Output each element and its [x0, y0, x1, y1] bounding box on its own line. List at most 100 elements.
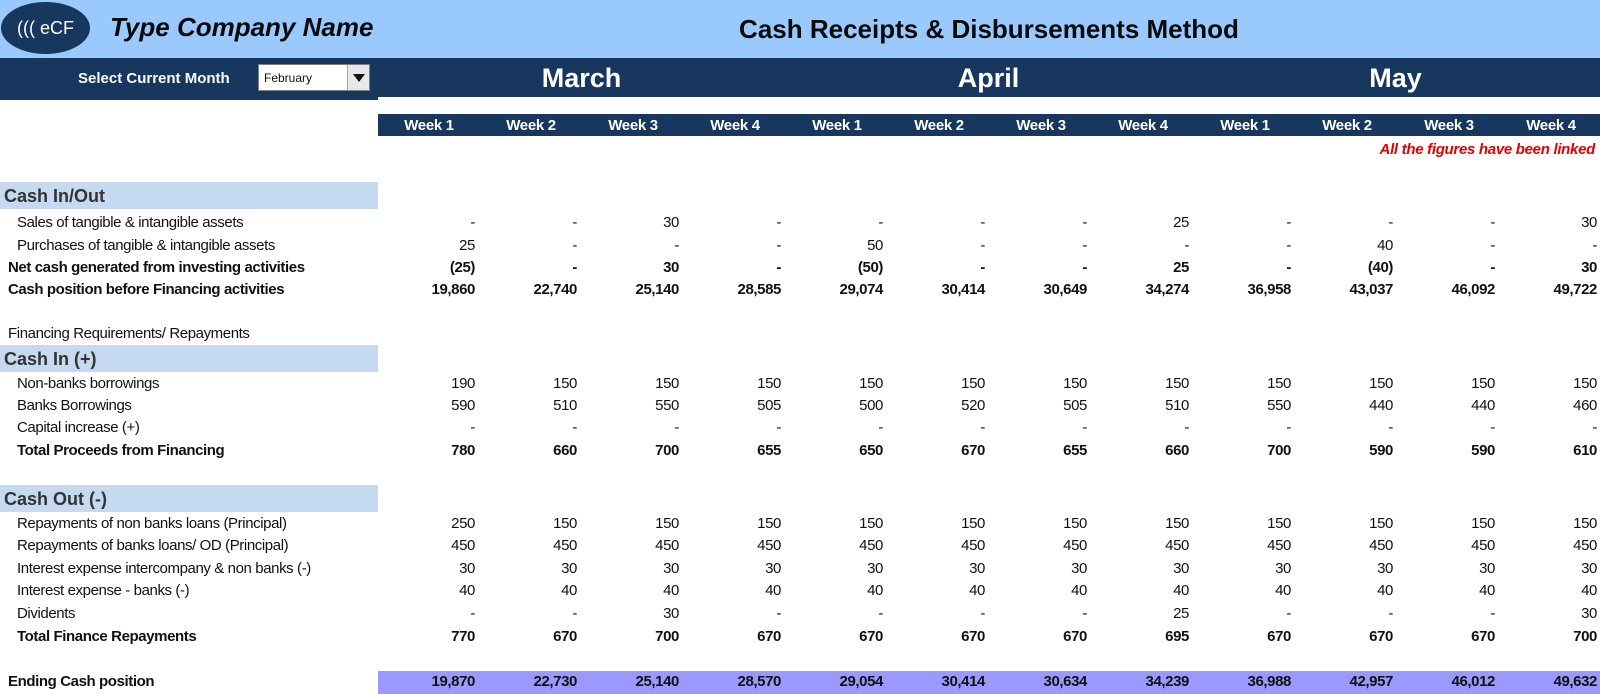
value-cell[interactable]: 670	[1369, 628, 1393, 645]
value-cell[interactable]: 30	[663, 605, 679, 622]
value-cell[interactable]: -	[878, 605, 883, 622]
value-cell[interactable]: 34,274	[1145, 281, 1190, 298]
value-cell[interactable]: 40	[1275, 582, 1291, 599]
value-cell[interactable]: -	[1286, 259, 1291, 276]
value-cell[interactable]: 670	[1063, 628, 1087, 645]
value-cell[interactable]: -	[572, 419, 577, 436]
value-cell[interactable]: 150	[1369, 375, 1393, 392]
value-cell[interactable]: 450	[1573, 537, 1597, 554]
value-cell[interactable]: -	[776, 214, 781, 231]
value-cell[interactable]: -	[980, 214, 985, 231]
value-cell[interactable]: 780	[451, 442, 475, 459]
value-cell[interactable]: 30	[765, 560, 781, 577]
value-cell[interactable]: (50)	[857, 259, 883, 276]
value-cell[interactable]: -	[1286, 237, 1291, 254]
value-cell[interactable]: -	[1286, 419, 1291, 436]
value-cell[interactable]: -	[1490, 214, 1495, 231]
value-cell[interactable]: 30	[663, 560, 679, 577]
value-cell[interactable]: 190	[451, 375, 475, 392]
value-cell[interactable]: -	[1082, 419, 1087, 436]
value-cell[interactable]: 25	[1173, 605, 1189, 622]
value-cell[interactable]: -	[1184, 237, 1189, 254]
value-cell[interactable]: 450	[1369, 537, 1393, 554]
value-cell[interactable]: 30	[459, 560, 475, 577]
value-cell[interactable]: 30	[1071, 560, 1087, 577]
value-cell[interactable]: 550	[655, 397, 679, 414]
value-cell[interactable]: 700	[1267, 442, 1291, 459]
value-cell[interactable]: 46,012	[1451, 673, 1496, 690]
value-cell[interactable]: 550	[1267, 397, 1291, 414]
value-cell[interactable]: 150	[1471, 375, 1495, 392]
value-cell[interactable]: -	[1286, 214, 1291, 231]
value-cell[interactable]: -	[878, 214, 883, 231]
value-cell[interactable]: 450	[655, 537, 679, 554]
value-cell[interactable]: 30	[1275, 560, 1291, 577]
value-cell[interactable]: 670	[757, 628, 781, 645]
value-cell[interactable]: 450	[1165, 537, 1189, 554]
value-cell[interactable]: 150	[1573, 515, 1597, 532]
value-cell[interactable]: 150	[655, 375, 679, 392]
value-cell[interactable]: 500	[859, 397, 883, 414]
value-cell[interactable]: 150	[1063, 375, 1087, 392]
value-cell[interactable]: 19,860	[431, 281, 476, 298]
dropdown-arrow-button[interactable]	[347, 65, 369, 90]
value-cell[interactable]: 40	[765, 582, 781, 599]
value-cell[interactable]: 40	[1377, 237, 1393, 254]
value-cell[interactable]: 25	[1173, 259, 1189, 276]
value-cell[interactable]: -	[572, 214, 577, 231]
value-cell[interactable]: 670	[961, 628, 985, 645]
value-cell[interactable]: 700	[655, 442, 679, 459]
value-cell[interactable]: 450	[553, 537, 577, 554]
value-cell[interactable]: 25,140	[635, 673, 680, 690]
value-cell[interactable]: 700	[1573, 628, 1597, 645]
value-cell[interactable]: -	[1082, 237, 1087, 254]
value-cell[interactable]: 670	[859, 628, 883, 645]
value-cell[interactable]: 43,037	[1349, 281, 1394, 298]
value-cell[interactable]: 505	[1063, 397, 1087, 414]
value-cell[interactable]: 25	[459, 237, 475, 254]
value-cell[interactable]: 30	[561, 560, 577, 577]
value-cell[interactable]: -	[1286, 605, 1291, 622]
value-cell[interactable]: 30	[1581, 560, 1597, 577]
value-cell[interactable]: -	[572, 237, 577, 254]
value-cell[interactable]: 655	[757, 442, 781, 459]
value-cell[interactable]: 30	[1581, 259, 1597, 276]
value-cell[interactable]: 46,092	[1451, 281, 1496, 298]
value-cell[interactable]: -	[674, 237, 679, 254]
value-cell[interactable]: 40	[1479, 582, 1495, 599]
value-cell[interactable]: 150	[655, 515, 679, 532]
value-cell[interactable]: -	[1490, 237, 1495, 254]
value-cell[interactable]: 22,740	[533, 281, 578, 298]
value-cell[interactable]: 30	[663, 259, 679, 276]
value-cell[interactable]: 30,649	[1043, 281, 1088, 298]
value-cell[interactable]: 450	[1063, 537, 1087, 554]
value-cell[interactable]: 40	[1581, 582, 1597, 599]
value-cell[interactable]: 30	[867, 560, 883, 577]
value-cell[interactable]: 590	[1369, 442, 1393, 459]
value-cell[interactable]: -	[776, 259, 781, 276]
value-cell[interactable]: 30	[1581, 214, 1597, 231]
value-cell[interactable]: -	[980, 259, 985, 276]
value-cell[interactable]: 42,957	[1349, 673, 1394, 690]
value-cell[interactable]: 510	[1165, 397, 1189, 414]
value-cell[interactable]: 40	[969, 582, 985, 599]
value-cell[interactable]: 40	[867, 582, 883, 599]
value-cell[interactable]: 450	[1471, 537, 1495, 554]
value-cell[interactable]: 40	[1173, 582, 1189, 599]
value-cell[interactable]: -	[776, 605, 781, 622]
value-cell[interactable]: -	[1388, 605, 1393, 622]
value-cell[interactable]: 440	[1471, 397, 1495, 414]
value-cell[interactable]: -	[1490, 419, 1495, 436]
value-cell[interactable]: 40	[459, 582, 475, 599]
value-cell[interactable]: 450	[961, 537, 985, 554]
value-cell[interactable]: 40	[663, 582, 679, 599]
value-cell[interactable]: 49,722	[1553, 281, 1598, 298]
value-cell[interactable]: -	[572, 259, 577, 276]
value-cell[interactable]: 36,988	[1247, 673, 1292, 690]
value-cell[interactable]: 610	[1573, 442, 1597, 459]
value-cell[interactable]: 695	[1165, 628, 1189, 645]
value-cell[interactable]: 440	[1369, 397, 1393, 414]
value-cell[interactable]: 460	[1573, 397, 1597, 414]
value-cell[interactable]: 36,958	[1247, 281, 1292, 298]
value-cell[interactable]: -	[470, 419, 475, 436]
